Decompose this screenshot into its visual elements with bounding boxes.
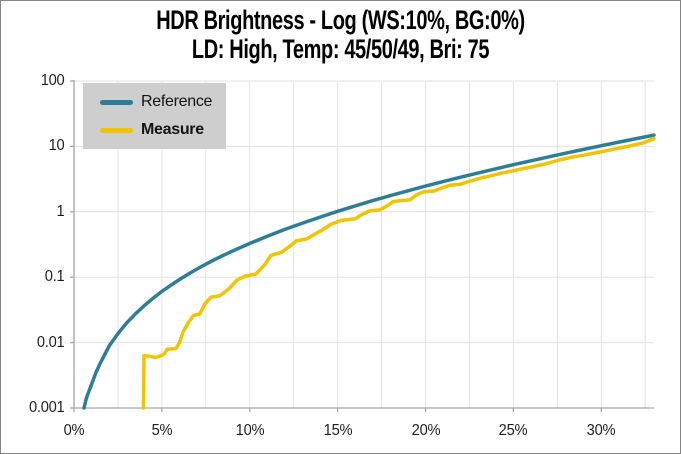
y-axis-label: 100 (40, 72, 65, 89)
y-axis-label: 0.001 (28, 399, 65, 416)
measure-line-swatch (100, 127, 133, 133)
y-axis-label: 1 (56, 202, 65, 220)
measure-line (141, 136, 656, 410)
x-axis-label: 15% (323, 422, 352, 439)
y-axis-label: 0.01 (36, 333, 65, 351)
reference-line-swatch (100, 99, 133, 105)
x-axis-label: 25% (499, 422, 528, 439)
y-axis-label: 10 (48, 137, 65, 155)
legend-label-reference: Reference (141, 93, 213, 110)
x-axis-label: 30% (586, 422, 616, 439)
x-axis-label: 0% (63, 422, 85, 439)
x-axis-label: 5% (151, 422, 173, 439)
legend-item-measure: Measure (100, 121, 226, 139)
y-axis-label: 0.1 (44, 268, 65, 286)
reference-line (82, 133, 656, 410)
legend-item-reference: Reference (100, 93, 226, 111)
chart-title-line2: LD: High, Temp: 45/50/49, Bri: 75 (191, 34, 490, 64)
chart-title-line1: HDR Brightness - Log (WS:10%, BG:0%) (156, 5, 525, 35)
chart-title: HDR Brightness - Log (WS:10%, BG:0%) LD:… (1, 6, 680, 64)
x-axis-label: 10% (235, 422, 265, 439)
legend-label-measure: Measure (141, 121, 204, 138)
legend: Reference Measure (83, 83, 226, 149)
x-axis-label: 20% (411, 422, 440, 439)
